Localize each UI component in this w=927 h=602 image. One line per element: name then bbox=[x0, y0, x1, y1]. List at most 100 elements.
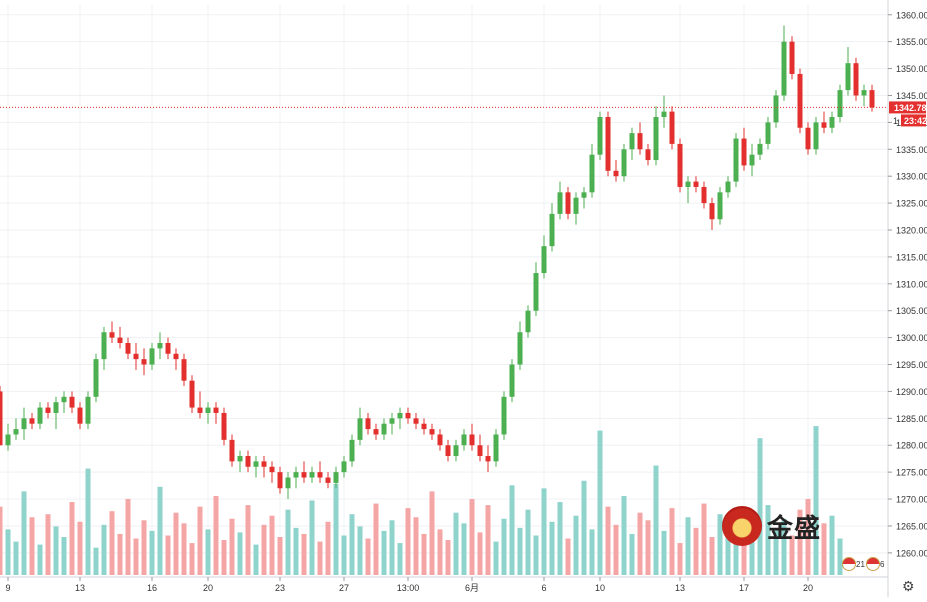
candle-body bbox=[461, 434, 467, 446]
volume-bar bbox=[669, 508, 675, 575]
event-badge-us-2[interactable]: 6 bbox=[866, 556, 884, 572]
volume-bar bbox=[661, 530, 667, 575]
price-tick-label: 1320.00 bbox=[896, 226, 927, 236]
volume-bar bbox=[821, 523, 827, 575]
volume-bar bbox=[757, 438, 763, 575]
price-tick-label: 1300.00 bbox=[896, 333, 927, 343]
candle-body bbox=[581, 192, 587, 198]
countdown-badge bbox=[901, 114, 926, 127]
candle-body bbox=[597, 117, 603, 155]
event-badge-us-1[interactable]: 21 bbox=[842, 556, 865, 572]
candle-layer bbox=[0, 25, 875, 500]
volume-bar bbox=[37, 544, 43, 575]
volume-bar bbox=[309, 500, 315, 575]
candle-body bbox=[693, 181, 699, 187]
volume-bar bbox=[741, 532, 747, 575]
candle-body bbox=[21, 418, 27, 430]
candle-body bbox=[709, 203, 715, 220]
candle-body bbox=[245, 456, 251, 467]
candle-body bbox=[773, 95, 779, 123]
candle-body bbox=[533, 273, 539, 311]
candle-body bbox=[821, 122, 827, 128]
candle-body bbox=[261, 461, 267, 467]
candle-body bbox=[165, 343, 171, 354]
settings-gear-icon[interactable]: ⚙ bbox=[902, 578, 915, 594]
candle-body bbox=[253, 461, 259, 467]
candle-body bbox=[413, 418, 419, 424]
candle-body bbox=[37, 407, 43, 424]
volume-bar bbox=[365, 538, 371, 575]
candle-body bbox=[493, 434, 499, 462]
candle-body bbox=[349, 439, 355, 462]
candle-body bbox=[317, 472, 323, 478]
volume-bar bbox=[61, 537, 67, 575]
candle-body bbox=[381, 423, 387, 435]
candle-body bbox=[453, 445, 459, 456]
volume-bar bbox=[605, 506, 611, 575]
volume-bar bbox=[229, 518, 235, 575]
candle-body bbox=[93, 359, 99, 397]
candle-body bbox=[157, 343, 163, 349]
volume-bar bbox=[637, 512, 643, 575]
time-tick-label: 16 bbox=[147, 583, 157, 593]
candle-body bbox=[565, 192, 571, 214]
price-tick-label: 1265.00 bbox=[896, 521, 927, 531]
volume-bar bbox=[21, 491, 27, 575]
candle-body bbox=[53, 402, 59, 413]
candle-body bbox=[853, 63, 859, 96]
candle-body bbox=[117, 337, 123, 343]
volume-bar bbox=[493, 541, 499, 575]
candle-body bbox=[301, 472, 307, 478]
candle-body bbox=[269, 466, 275, 473]
price-tick-label: 1260.00 bbox=[896, 548, 927, 558]
brand-name: 金盛 bbox=[767, 513, 822, 544]
volume-bar bbox=[621, 495, 627, 575]
volume-bar bbox=[133, 538, 139, 575]
volume-bar bbox=[813, 426, 819, 575]
candle-body bbox=[549, 213, 555, 247]
candle-body bbox=[421, 423, 427, 430]
candle-body bbox=[789, 41, 795, 74]
candle-body bbox=[0, 391, 3, 446]
volume-bar bbox=[789, 535, 795, 575]
candle-body bbox=[389, 418, 395, 424]
price-axis-bg bbox=[889, 0, 927, 597]
candle-body bbox=[525, 310, 531, 333]
time-tick-label: 23 bbox=[275, 583, 285, 593]
volume-bar bbox=[549, 521, 555, 575]
candle-body bbox=[429, 429, 435, 435]
candle-body bbox=[621, 149, 627, 177]
volume-bar bbox=[157, 486, 163, 575]
price-tick-label: 1345.00 bbox=[896, 91, 927, 101]
volume-bar bbox=[189, 543, 195, 575]
volume-bar bbox=[301, 533, 307, 575]
volume-bar bbox=[685, 517, 691, 575]
candle-body bbox=[341, 461, 347, 473]
volume-bar bbox=[413, 517, 419, 575]
volume-bar bbox=[245, 505, 251, 575]
volume-bar bbox=[325, 521, 331, 575]
candle-body bbox=[605, 117, 611, 171]
candle-body bbox=[45, 407, 51, 413]
volume-bar bbox=[173, 512, 179, 575]
volume-bar bbox=[349, 514, 355, 575]
volume-bar bbox=[589, 529, 595, 575]
volume-bar bbox=[629, 533, 635, 575]
volume-layer bbox=[0, 426, 843, 575]
candle-body bbox=[149, 348, 155, 365]
volume-bar bbox=[613, 524, 619, 575]
candle-body bbox=[613, 170, 619, 177]
volume-bar bbox=[733, 521, 739, 575]
price-tick-label: 1290.00 bbox=[896, 387, 927, 397]
volume-bar bbox=[677, 543, 683, 575]
volume-bar bbox=[509, 485, 515, 575]
candle-body bbox=[173, 353, 179, 360]
candle-body bbox=[517, 332, 523, 365]
us-flag-icon bbox=[866, 557, 880, 571]
volume-bar bbox=[445, 540, 451, 575]
candle-body bbox=[285, 477, 291, 489]
volume-bar bbox=[781, 518, 787, 575]
candle-body bbox=[13, 429, 19, 435]
